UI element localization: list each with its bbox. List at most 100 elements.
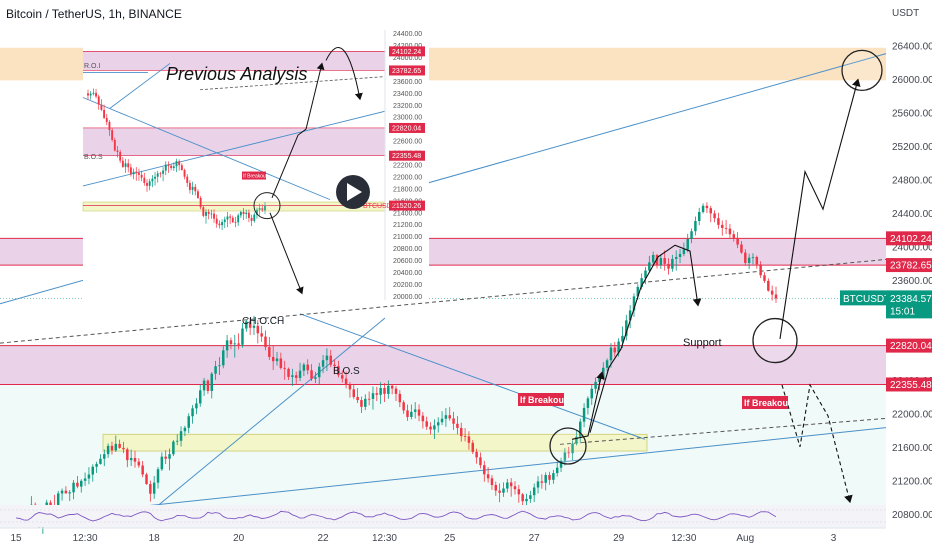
- candle: [575, 429, 578, 446]
- circles-layer: [549, 49, 883, 465]
- candle: [460, 422, 463, 442]
- candle: [264, 330, 267, 351]
- inset-price-tick: 20800.00: [393, 246, 422, 253]
- inset-price-tick: 21200.00: [393, 222, 422, 229]
- trend-lines-layer: [0, 53, 887, 522]
- price-tick-label: 25200.00: [892, 142, 932, 153]
- inset-arrow-down: [269, 212, 304, 295]
- highlight-circle-1: [752, 317, 798, 364]
- inset-bg: [83, 30, 429, 300]
- candle: [387, 380, 390, 399]
- candle: [306, 359, 309, 375]
- candle: [448, 407, 451, 421]
- candle: [114, 435, 118, 452]
- candle: [552, 470, 555, 484]
- candle: [663, 250, 666, 271]
- candle: [751, 253, 755, 265]
- candle: [513, 481, 517, 495]
- price-tick-label: 24400.00: [892, 209, 932, 220]
- price-tick-label: 20800.00: [892, 510, 932, 521]
- candle: [271, 345, 275, 370]
- inset-candle: [234, 216, 237, 228]
- inset-circle: [253, 192, 281, 220]
- candle: [648, 255, 651, 273]
- candle: [728, 224, 732, 238]
- candle: [248, 317, 252, 335]
- candle: [64, 486, 68, 494]
- dashed-channel-upper: [0, 258, 887, 344]
- price-tick-label: 26400.00: [892, 42, 932, 53]
- candle: [80, 479, 83, 493]
- time-tick-label: 29: [613, 533, 625, 544]
- candle: [732, 230, 736, 242]
- candle: [402, 400, 405, 414]
- candle: [91, 464, 95, 482]
- inset-price-tick: 20200.00: [393, 282, 422, 289]
- candle: [103, 449, 106, 467]
- candle: [452, 411, 455, 430]
- candle: [494, 481, 498, 496]
- candle: [724, 219, 728, 234]
- candle: [317, 362, 321, 385]
- candle: [682, 242, 686, 257]
- candle: [95, 461, 98, 473]
- inset-price-tag: 24102.24: [389, 46, 425, 57]
- candle: [659, 254, 663, 269]
- candle: [736, 232, 739, 249]
- candle: [225, 335, 229, 358]
- dashed-channel-lower: [559, 417, 887, 445]
- inset-candle: [103, 104, 106, 120]
- candle: [321, 355, 325, 374]
- candle: [68, 490, 71, 502]
- candle: [436, 417, 440, 433]
- candle: [379, 382, 382, 404]
- candle: [152, 475, 156, 499]
- candle: [479, 452, 482, 469]
- svg-text:23782.65: 23782.65: [890, 261, 932, 272]
- candle: [287, 367, 290, 380]
- candle: [283, 360, 286, 380]
- highlight-circle-0: [549, 427, 587, 465]
- candle: [218, 357, 221, 375]
- candle: [697, 207, 701, 226]
- candle: [655, 253, 659, 269]
- inset-candle: [129, 163, 132, 177]
- candle: [651, 251, 655, 266]
- inset-price-tick: 22000.00: [393, 174, 422, 181]
- price-tick-label: 25600.00: [892, 109, 932, 120]
- time-axis[interactable]: 15 12:30 18 20 22 12:30 25 27 29 12:30 Aug 3: [0, 527, 886, 544]
- inset-candle: [108, 120, 111, 136]
- candle: [76, 475, 79, 489]
- price-axis[interactable]: 26400.00 26000.00 25600.00 25200.00 24800.00…: [840, 0, 932, 550]
- price-tag: 22820.04: [886, 338, 932, 353]
- candle: [183, 425, 187, 437]
- candle: [133, 450, 137, 468]
- candle: [671, 254, 674, 272]
- inset-candle: [97, 94, 100, 110]
- candle: [486, 467, 490, 483]
- descending-trendline: [299, 313, 646, 440]
- candle: [199, 384, 202, 407]
- price-tick-label: 24800.00: [892, 175, 932, 186]
- candle: [429, 422, 432, 435]
- candle: [582, 403, 586, 428]
- candle: [310, 364, 313, 381]
- inset-candle: [258, 203, 261, 216]
- candle: [325, 348, 329, 372]
- candle: [72, 480, 75, 500]
- support-label: Support: [683, 337, 722, 349]
- candle: [555, 462, 559, 477]
- inset-price-tick: 24400.00: [393, 31, 422, 38]
- play-button[interactable]: [336, 175, 370, 209]
- inset-candle: [170, 164, 173, 171]
- inset-candle: [87, 89, 89, 101]
- candle: [279, 352, 283, 370]
- inset-candle: [89, 91, 92, 100]
- candle: [175, 434, 179, 446]
- previous-analysis-title: Previous Analysis: [166, 64, 307, 84]
- candle: [168, 448, 171, 471]
- inset-price-tag: 22820.04: [389, 122, 425, 133]
- inset-candle: [237, 213, 240, 226]
- inset-candle: [253, 212, 256, 223]
